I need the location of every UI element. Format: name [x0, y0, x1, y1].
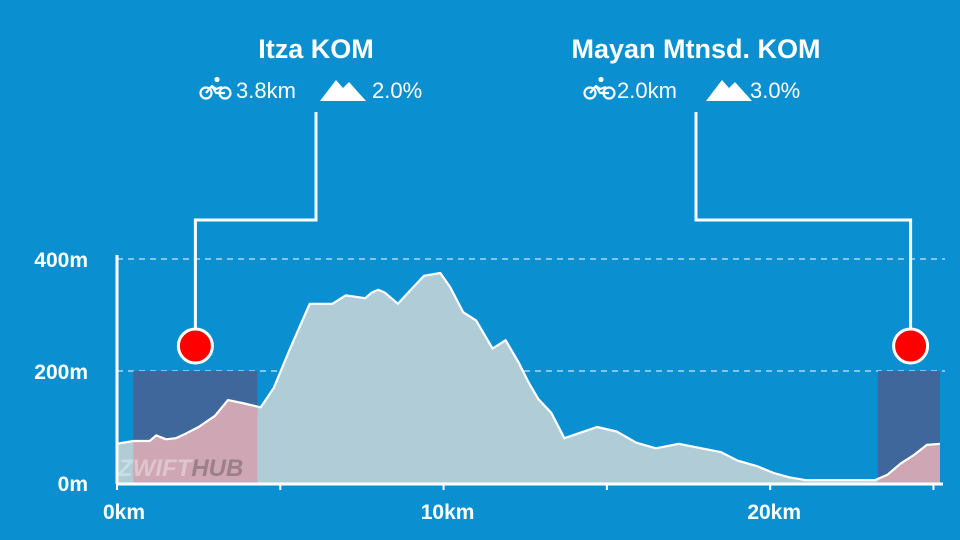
- segment-1-title: Itza KOM: [258, 34, 374, 64]
- bike-icon: [199, 76, 232, 100]
- y-tick-label-200: 200m: [34, 361, 88, 384]
- elevation-area: [117, 273, 940, 483]
- watermark: ZWIFTHUB: [117, 455, 243, 482]
- segment-2-connector: [694, 112, 913, 332]
- callout-layer: [176, 112, 930, 365]
- segment-1-length: 3.8km: [236, 78, 296, 103]
- x-tick-label-0: 0km: [103, 501, 145, 524]
- segment-1-area: [133, 400, 258, 483]
- segment-2-area: [877, 443, 940, 483]
- segment-2-title: Mayan Mtnsd. KOM: [571, 34, 820, 64]
- area-layer: [116, 271, 941, 483]
- segment-2-grade: 3.0%: [750, 78, 800, 103]
- segment-1-marker[interactable]: [176, 327, 214, 365]
- segment-2-length: 2.0km: [617, 78, 677, 103]
- watermark-hub: HUB: [191, 455, 243, 482]
- segment-1-connector: [193, 112, 318, 332]
- segment-2-stats: 2.0km 3.0%: [583, 76, 800, 103]
- y-tick-label-400: 400m: [34, 249, 88, 272]
- mountain-icon: [320, 80, 366, 101]
- x-tick-label-10: 10km: [421, 501, 475, 524]
- mountain-icon: [706, 80, 752, 101]
- x-tick-label-20: 20km: [747, 501, 801, 524]
- elevation-line: [116, 271, 941, 482]
- segment-2-marker[interactable]: [892, 327, 930, 365]
- y-tick-label-0: 0m: [58, 473, 88, 496]
- axis-layer: 0m 200m 400m 0km 10km 20km: [34, 249, 943, 524]
- segment-1-stats: 3.8km 2.0%: [199, 76, 422, 103]
- segment-1-grade: 2.0%: [372, 78, 422, 103]
- grid-layer: [117, 258, 945, 372]
- watermark-zwift: ZWIFT: [117, 455, 194, 482]
- bike-icon: [583, 76, 616, 100]
